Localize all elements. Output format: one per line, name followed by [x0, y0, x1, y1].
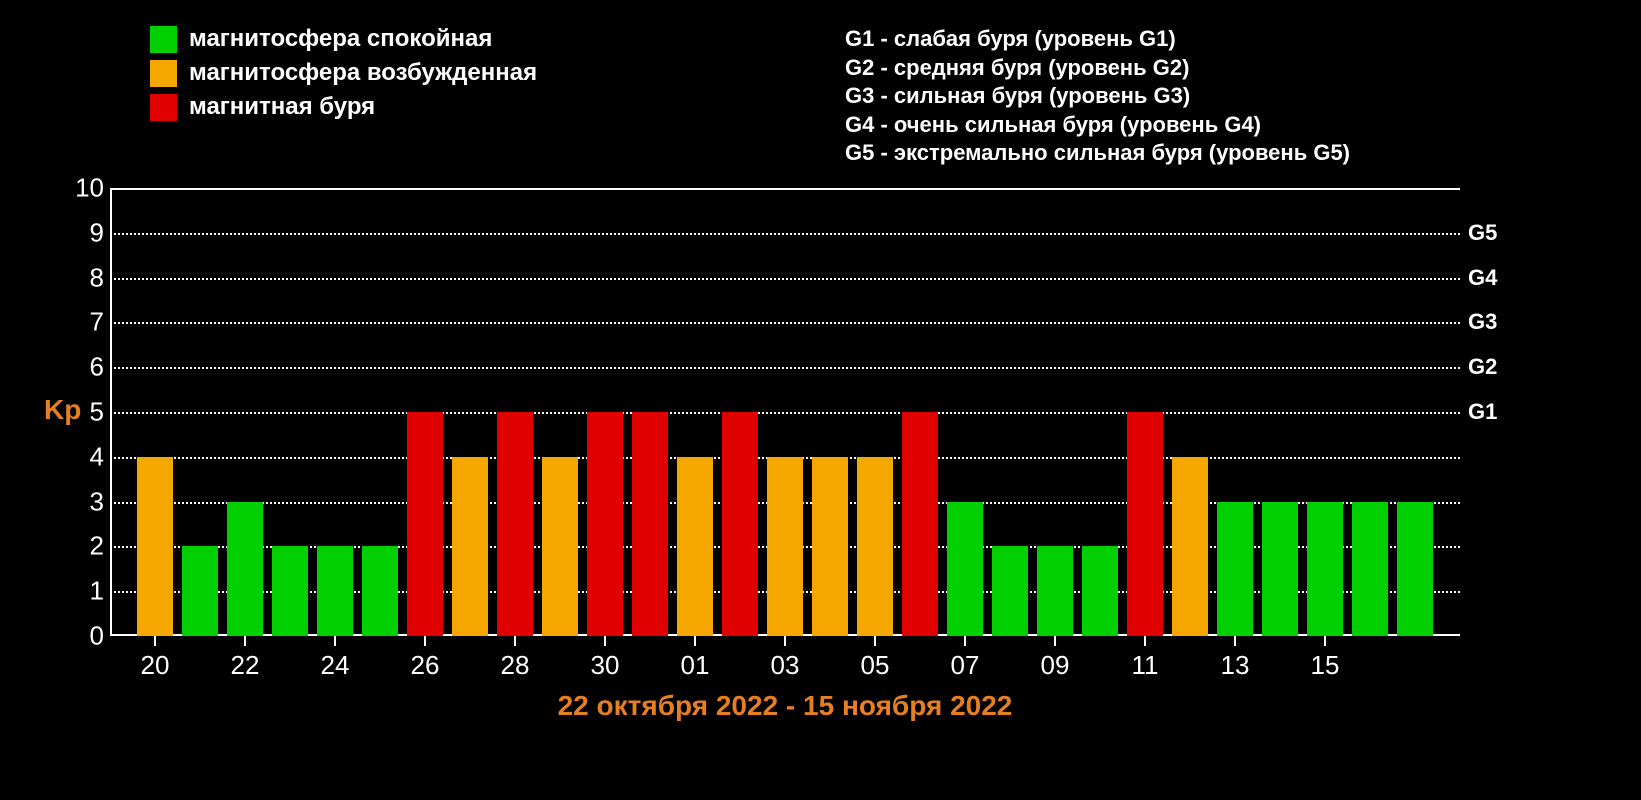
x-tick-label: 11	[1132, 650, 1159, 681]
x-tick-label: 26	[411, 650, 440, 681]
bar	[182, 546, 219, 636]
x-tick-label: 09	[1041, 650, 1070, 681]
y-tick-label: 9	[44, 217, 104, 248]
y-tick-label: 6	[44, 352, 104, 383]
x-tick-mark	[1234, 636, 1236, 646]
legend-right: G1 - слабая буря (уровень G1)G2 - средня…	[845, 25, 1350, 168]
bar	[587, 412, 624, 636]
bar	[1307, 502, 1344, 636]
x-tick-mark	[244, 636, 246, 646]
bar	[227, 502, 264, 636]
x-tick-label: 30	[591, 650, 620, 681]
bar	[677, 457, 714, 636]
x-tick-mark	[334, 636, 336, 646]
bar	[1397, 502, 1434, 636]
y-tick-label: 1	[44, 576, 104, 607]
x-tick-mark	[154, 636, 156, 646]
bar	[722, 412, 759, 636]
g-marker-label: G3	[1468, 309, 1497, 335]
legend-swatch	[150, 94, 177, 121]
bar	[857, 457, 894, 636]
bar	[452, 457, 489, 636]
x-tick-mark	[1054, 636, 1056, 646]
bar	[542, 457, 579, 636]
x-tick-label: 24	[321, 650, 350, 681]
bar	[1217, 502, 1254, 636]
bar	[317, 546, 354, 636]
bar	[497, 412, 534, 636]
legend-item: магнитосфера возбужденная	[150, 59, 537, 87]
bar	[272, 546, 309, 636]
g-scale-description: G1 - слабая буря (уровень G1)	[845, 25, 1350, 54]
bar	[1037, 546, 1074, 636]
g-marker-label: G1	[1468, 399, 1497, 425]
g-marker-label: G4	[1468, 265, 1497, 291]
legend-item: магнитосфера спокойная	[150, 25, 537, 53]
x-tick-label: 15	[1311, 650, 1340, 681]
bar	[767, 457, 804, 636]
legend-label: магнитосфера спокойная	[189, 25, 492, 53]
gridline	[110, 367, 1460, 369]
legend-label: магнитосфера возбужденная	[189, 59, 537, 87]
x-tick-mark	[1144, 636, 1146, 646]
g-scale-description: G5 - экстремально сильная буря (уровень …	[845, 139, 1350, 168]
bar	[992, 546, 1029, 636]
bar	[632, 412, 669, 636]
y-tick-label: 3	[44, 486, 104, 517]
bar	[1172, 457, 1209, 636]
x-tick-mark	[694, 636, 696, 646]
bar	[902, 412, 939, 636]
y-tick-label: 5	[44, 397, 104, 428]
x-axis-title: 22 октября 2022 - 15 ноября 2022	[110, 690, 1460, 722]
x-tick-mark	[604, 636, 606, 646]
x-tick-mark	[424, 636, 426, 646]
bar	[1127, 412, 1164, 636]
legend-label: магнитная буря	[189, 93, 375, 121]
gridline	[110, 233, 1460, 235]
y-tick-label: 7	[44, 307, 104, 338]
legend-swatch	[150, 26, 177, 53]
x-tick-label: 05	[861, 650, 890, 681]
y-tick-label: 8	[44, 262, 104, 293]
x-tick-label: 03	[771, 650, 800, 681]
gridline	[110, 412, 1460, 414]
x-tick-mark	[514, 636, 516, 646]
x-tick-label: 28	[501, 650, 530, 681]
x-tick-label: 13	[1221, 650, 1250, 681]
bar	[1082, 546, 1119, 636]
bar	[1262, 502, 1299, 636]
x-tick-label: 22	[231, 650, 260, 681]
legend-left: магнитосфера спокойная магнитосфера возбу…	[150, 25, 537, 127]
g-scale-description: G3 - сильная буря (уровень G3)	[845, 82, 1350, 111]
y-tick-label: 4	[44, 441, 104, 472]
y-tick-label: 10	[44, 173, 104, 204]
x-tick-mark	[1324, 636, 1326, 646]
bar	[812, 457, 849, 636]
legend-swatch	[150, 60, 177, 87]
bar	[407, 412, 444, 636]
bar	[137, 457, 174, 636]
gridline	[110, 278, 1460, 280]
x-tick-mark	[964, 636, 966, 646]
x-tick-mark	[784, 636, 786, 646]
g-marker-label: G2	[1468, 354, 1497, 380]
y-tick-label: 2	[44, 531, 104, 562]
y-tick-label: 0	[44, 621, 104, 652]
gridline	[110, 322, 1460, 324]
plot-area	[110, 188, 1460, 636]
bar	[947, 502, 984, 636]
axis-line	[110, 188, 1460, 190]
x-tick-label: 20	[141, 650, 170, 681]
g-marker-label: G5	[1468, 220, 1497, 246]
legend-item: магнитная буря	[150, 93, 537, 121]
bar	[362, 546, 399, 636]
bar	[1352, 502, 1389, 636]
g-scale-description: G4 - очень сильная буря (уровень G4)	[845, 111, 1350, 140]
x-tick-label: 01	[681, 650, 710, 681]
g-scale-description: G2 - средняя буря (уровень G2)	[845, 54, 1350, 83]
x-tick-mark	[874, 636, 876, 646]
x-tick-label: 07	[951, 650, 980, 681]
